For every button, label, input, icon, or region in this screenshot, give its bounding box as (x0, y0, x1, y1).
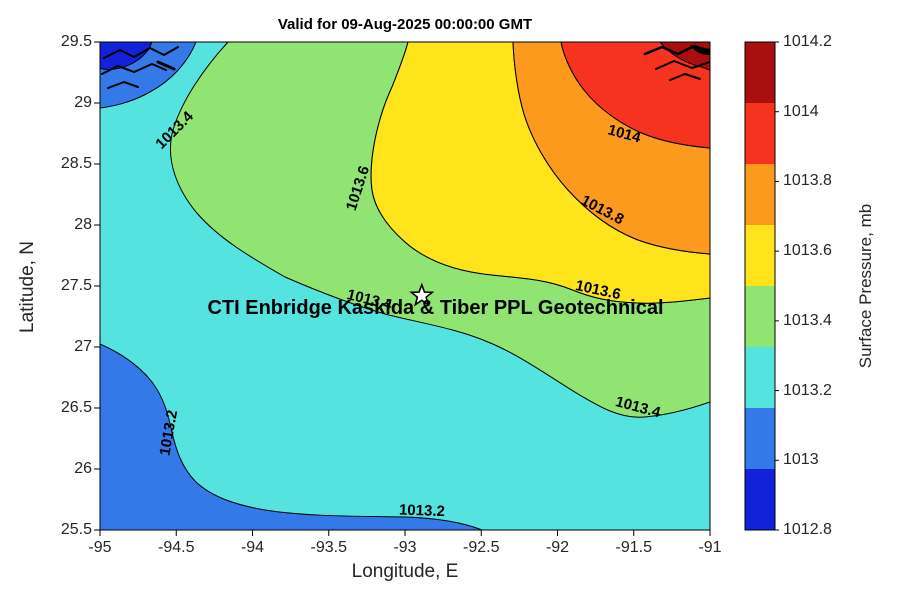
coastline-northeast-3 (669, 73, 701, 81)
colorbar-label: Surface Pressure, mb (856, 203, 875, 369)
x-tick-label: -95 (88, 539, 112, 556)
coastline-northeast-2 (655, 60, 710, 70)
colorbar-band (745, 103, 775, 165)
y-tick-label: 29 (74, 94, 92, 111)
colorbar-tick-label: 1014 (783, 102, 819, 120)
site-annotation: CTI Enbridge Kaskida & Tiber PPL Geotech… (207, 297, 663, 319)
x-tick-label: -92 (545, 539, 570, 556)
colorbar-tick-label: 1013.8 (783, 172, 832, 190)
x-tick-label: -92.5 (463, 539, 500, 556)
y-tick-label: 27.5 (60, 277, 92, 294)
x-tick-label: -94 (240, 539, 265, 556)
colorbar-band (745, 347, 775, 409)
coastline-northeast-island (690, 44, 710, 55)
x-tick-label: -91 (698, 539, 722, 556)
x-tick-label: -93 (393, 539, 417, 556)
colorbar-border (744, 41, 776, 531)
contour-label: 1013.2 (399, 502, 445, 521)
coastline-northwest-4 (156, 60, 176, 71)
y-tick-label: 28.5 (60, 155, 92, 172)
colorbar-band (745, 469, 775, 531)
y-tick-label: 25.5 (60, 521, 92, 538)
axis-tick-marks (94, 41, 779, 536)
coastline-northwest-2 (101, 63, 167, 75)
y-tick-label: 26.5 (60, 399, 92, 416)
colorbar-tick-label: 1013.6 (783, 242, 832, 260)
colorbar-band (745, 408, 775, 470)
colorbar-band (745, 164, 775, 226)
x-tick-label: -94.5 (158, 539, 195, 556)
colorbar-tick-label: 1012.8 (783, 521, 832, 538)
plot-title: Valid for 09-Aug-2025 00:00:00 GMT (277, 16, 533, 33)
colorbar-band (745, 225, 775, 287)
colorbar-tick-label: 1013 (783, 451, 819, 469)
y-tick-label: 28 (74, 216, 92, 233)
colorbar-tick-label: 1013.2 (783, 381, 832, 399)
coastline-northwest (103, 46, 179, 59)
colorbar-band (745, 286, 775, 348)
y-tick-label: 26 (74, 460, 92, 477)
x-axis-label: Longitude, E (351, 561, 459, 582)
colorbar (745, 42, 775, 531)
band-blue-southwest-1013-1013.2 (100, 343, 483, 530)
colorbar-tick-label: 1014.2 (783, 33, 832, 50)
colorbar-band (745, 42, 775, 104)
x-tick-label: -91.5 (615, 539, 652, 556)
y-tick-label: 29.5 (60, 33, 92, 50)
coastline-northeast (643, 44, 710, 56)
site-marker-star (409, 282, 435, 307)
x-tick-label: -93.5 (310, 539, 347, 556)
y-tick-label: 27 (74, 338, 92, 355)
colorbar-tick-label: 1013.4 (783, 311, 832, 329)
coastline-northwest-3 (107, 81, 139, 89)
band-red-1014-1014.2 (560, 42, 710, 149)
